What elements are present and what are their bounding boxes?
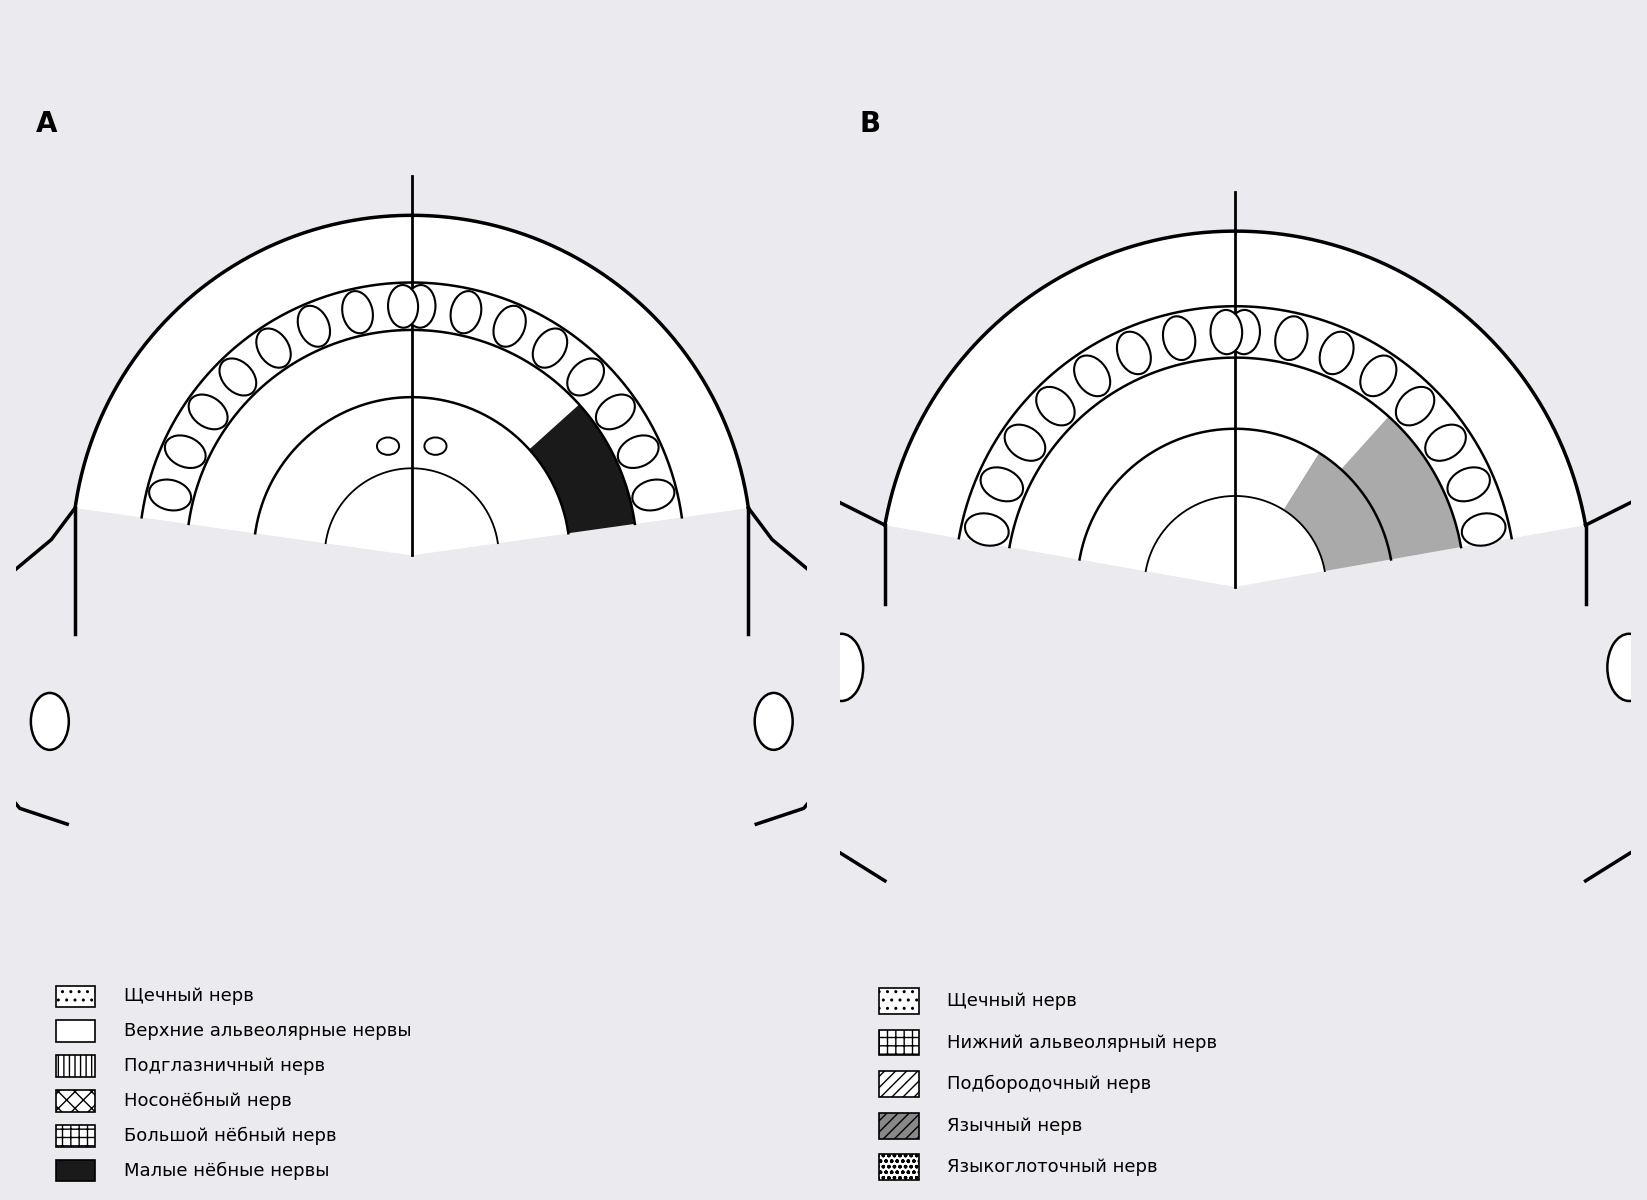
Ellipse shape	[632, 480, 674, 510]
Polygon shape	[412, 468, 448, 556]
Ellipse shape	[389, 286, 418, 328]
Ellipse shape	[1607, 634, 1647, 701]
Ellipse shape	[965, 514, 1008, 546]
Text: Носонёбный нерв: Носонёбный нерв	[124, 1092, 292, 1110]
Ellipse shape	[567, 359, 604, 396]
Text: Щечный нерв: Щечный нерв	[124, 988, 254, 1006]
Text: Подбородочный нерв: Подбородочный нерв	[947, 1075, 1151, 1093]
FancyBboxPatch shape	[879, 1030, 919, 1056]
Ellipse shape	[31, 692, 69, 750]
Ellipse shape	[1463, 514, 1505, 546]
Polygon shape	[1341, 416, 1461, 559]
Polygon shape	[412, 282, 682, 524]
Polygon shape	[76, 215, 412, 556]
FancyBboxPatch shape	[879, 1072, 919, 1097]
Polygon shape	[884, 232, 1586, 587]
Text: Малые нёбные нервы: Малые нёбные нервы	[124, 1162, 329, 1180]
Ellipse shape	[1229, 310, 1260, 354]
FancyBboxPatch shape	[56, 985, 96, 1007]
Ellipse shape	[1397, 386, 1435, 425]
Polygon shape	[1235, 428, 1319, 510]
Ellipse shape	[596, 395, 634, 430]
Ellipse shape	[1211, 310, 1242, 354]
Polygon shape	[1235, 232, 1586, 538]
Ellipse shape	[1005, 425, 1046, 461]
FancyBboxPatch shape	[56, 1020, 96, 1042]
Polygon shape	[884, 232, 1235, 587]
Polygon shape	[412, 476, 497, 556]
Text: Язычный нерв: Язычный нерв	[947, 1117, 1082, 1135]
FancyBboxPatch shape	[56, 1159, 96, 1181]
Ellipse shape	[1163, 317, 1196, 360]
Polygon shape	[412, 215, 748, 517]
Polygon shape	[529, 404, 634, 533]
Ellipse shape	[298, 306, 329, 347]
Ellipse shape	[754, 692, 792, 750]
FancyBboxPatch shape	[56, 1124, 96, 1146]
Ellipse shape	[759, 463, 820, 499]
Polygon shape	[1283, 452, 1392, 571]
Polygon shape	[461, 426, 568, 544]
Ellipse shape	[1360, 355, 1397, 396]
Text: Верхние альвеолярные нервы: Верхние альвеолярные нервы	[124, 1022, 412, 1040]
Ellipse shape	[189, 395, 227, 430]
Ellipse shape	[980, 467, 1023, 502]
FancyBboxPatch shape	[879, 1112, 919, 1139]
FancyBboxPatch shape	[56, 1055, 96, 1076]
Polygon shape	[1235, 496, 1283, 587]
Ellipse shape	[1117, 331, 1151, 374]
Polygon shape	[1235, 358, 1388, 469]
FancyBboxPatch shape	[56, 1090, 96, 1111]
Ellipse shape	[165, 436, 206, 468]
FancyBboxPatch shape	[879, 989, 919, 1014]
Ellipse shape	[1036, 386, 1074, 425]
Ellipse shape	[1074, 355, 1110, 396]
Ellipse shape	[618, 436, 659, 468]
Ellipse shape	[1319, 331, 1354, 374]
Ellipse shape	[820, 634, 863, 701]
Polygon shape	[1235, 306, 1512, 547]
Ellipse shape	[343, 292, 372, 334]
Ellipse shape	[1275, 317, 1308, 360]
Text: Щечный нерв: Щечный нерв	[947, 992, 1077, 1010]
Ellipse shape	[425, 438, 446, 455]
FancyBboxPatch shape	[879, 1154, 919, 1180]
Text: Нижний альвеолярный нерв: Нижний альвеолярный нерв	[947, 1033, 1217, 1051]
Ellipse shape	[150, 480, 191, 510]
Ellipse shape	[377, 438, 399, 455]
Ellipse shape	[532, 329, 567, 367]
Text: Подглазничный нерв: Подглазничный нерв	[124, 1057, 324, 1075]
Text: Языкоглоточный нерв: Языкоглоточный нерв	[947, 1158, 1158, 1176]
Ellipse shape	[1448, 467, 1491, 502]
Polygon shape	[76, 215, 748, 556]
Ellipse shape	[1425, 425, 1466, 461]
Ellipse shape	[257, 329, 292, 367]
Ellipse shape	[405, 286, 435, 328]
Ellipse shape	[219, 359, 257, 396]
Text: В: В	[860, 110, 881, 138]
Polygon shape	[412, 397, 502, 484]
Polygon shape	[412, 330, 580, 450]
Text: А: А	[36, 110, 58, 138]
Ellipse shape	[494, 306, 525, 347]
Ellipse shape	[451, 292, 481, 334]
Text: Большой нёбный нерв: Большой нёбный нерв	[124, 1127, 336, 1145]
